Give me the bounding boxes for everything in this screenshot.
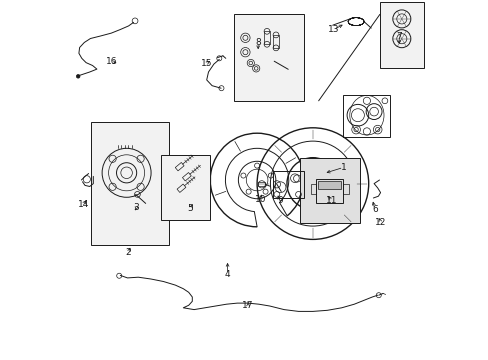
Text: 10: 10	[254, 195, 266, 204]
Bar	[299, 158, 359, 223]
Text: 13: 13	[327, 25, 339, 34]
Bar	[310, 184, 316, 194]
Text: 2: 2	[125, 248, 131, 257]
Text: 8: 8	[255, 38, 261, 47]
Text: 4: 4	[224, 270, 230, 279]
Text: 17: 17	[242, 301, 253, 310]
Text: 11: 11	[325, 197, 337, 205]
Bar	[379, 2, 423, 68]
Bar	[343, 95, 389, 137]
Text: 5: 5	[187, 204, 193, 213]
Text: 3: 3	[133, 202, 139, 211]
Text: 12: 12	[374, 218, 386, 227]
Bar	[317, 181, 341, 189]
Bar	[273, 171, 303, 198]
Bar	[273, 35, 278, 48]
Bar	[233, 14, 303, 101]
Text: 6: 6	[371, 205, 377, 214]
Bar	[343, 184, 348, 194]
Bar	[258, 182, 265, 186]
Circle shape	[76, 75, 80, 78]
Text: 9: 9	[276, 197, 282, 205]
Bar	[91, 122, 168, 245]
Text: 15: 15	[201, 58, 212, 68]
Text: 1: 1	[340, 163, 346, 172]
Bar	[264, 31, 269, 44]
Bar	[316, 179, 343, 202]
Text: 14: 14	[78, 200, 89, 209]
Bar	[161, 155, 210, 220]
Text: 16: 16	[105, 57, 117, 66]
Text: 7: 7	[396, 32, 401, 41]
